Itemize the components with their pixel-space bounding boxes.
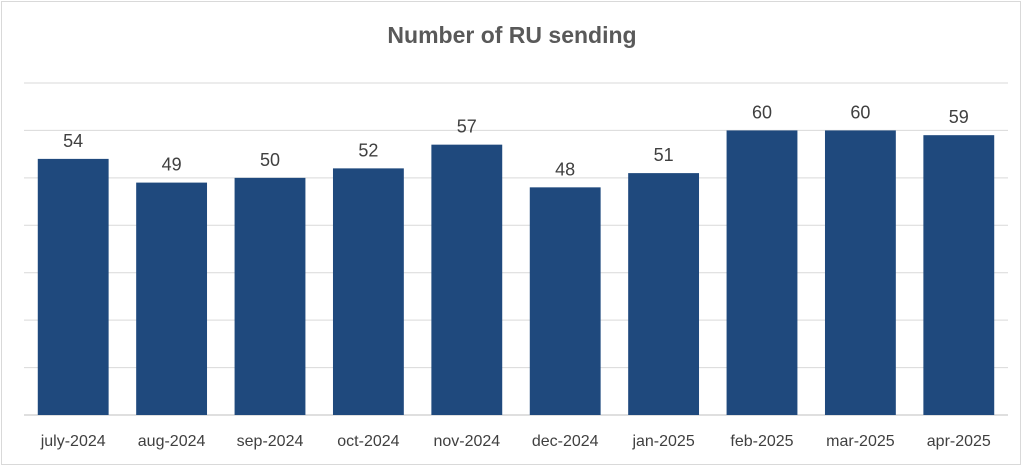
- x-tick-label: feb-2025: [730, 433, 793, 450]
- bar: [37, 158, 109, 415]
- x-tick-label: mar-2025: [826, 433, 895, 450]
- bar: [431, 144, 503, 415]
- data-label: 54: [63, 131, 83, 151]
- data-label: 49: [162, 155, 182, 175]
- data-label: 51: [654, 145, 674, 165]
- data-label: 48: [555, 159, 575, 179]
- x-tick-labels: july-2024 aug-2024 sep-2024 oct-2024 nov-202…: [40, 433, 991, 450]
- bar: [824, 130, 896, 415]
- bar: [628, 173, 700, 415]
- bar: [726, 130, 798, 415]
- x-tick-label: aug-2024: [138, 433, 206, 450]
- bar: [136, 182, 208, 415]
- data-label: 50: [260, 150, 280, 170]
- data-label: 52: [358, 140, 378, 160]
- x-tick-label: oct-2024: [337, 433, 399, 450]
- data-label: 57: [457, 117, 477, 137]
- bars: [37, 130, 995, 415]
- bar: [529, 187, 601, 415]
- x-tick-label: sep-2024: [237, 433, 304, 450]
- x-tick-label: nov-2024: [433, 433, 500, 450]
- x-tick-label: july-2024: [40, 433, 106, 450]
- bar: [332, 168, 404, 415]
- bar: [234, 177, 306, 415]
- data-label: 60: [752, 102, 772, 122]
- bar: [923, 135, 995, 415]
- data-labels: 54 49 50 52 57 48 51 60 60 59: [63, 102, 969, 179]
- chart-title: Number of RU sending: [387, 22, 637, 48]
- x-tick-label: jan-2025: [631, 433, 694, 450]
- data-label: 60: [850, 102, 870, 122]
- x-tick-label: apr-2025: [927, 433, 991, 450]
- x-tick-label: dec-2024: [532, 433, 599, 450]
- data-label: 59: [949, 107, 969, 127]
